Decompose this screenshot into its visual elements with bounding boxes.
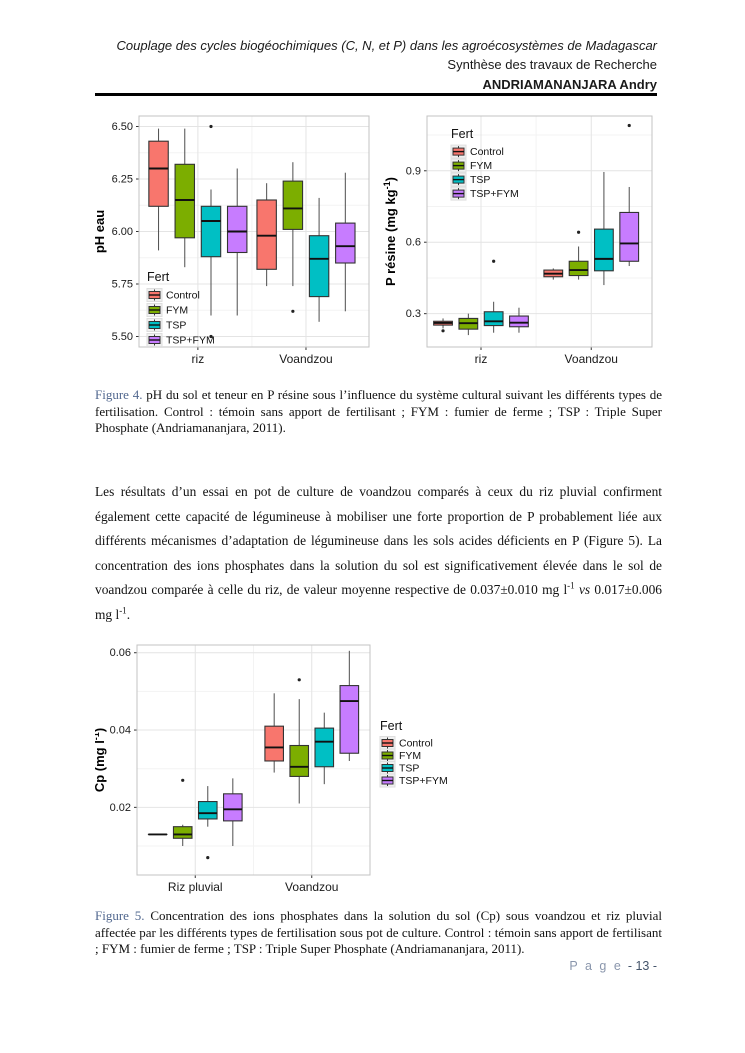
footer-page-number: - 13 - [627,959,657,973]
svg-text:Control: Control [399,738,433,750]
svg-text:Fert: Fert [451,127,474,141]
svg-text:0.04: 0.04 [110,725,131,737]
chart-cp: 0.02 0.04 0.06 Riz pluvial Voandzou Cp (mg l-… [95,633,447,901]
svg-text:riz: riz [192,352,205,366]
svg-text:TSP: TSP [166,320,186,332]
svg-text:Fert: Fert [380,719,403,733]
svg-text:FYM: FYM [166,305,188,317]
svg-text:TSP: TSP [470,174,490,186]
svg-text:Voandzou: Voandzou [565,352,618,366]
legend-ph-eau: Fert Control FYM TSP TSP+FYM [146,270,215,347]
boxplot-svg-p-resine: 0.3 0.6 0.9 riz Voandzou P résine (mg kg-1) Fe… [383,115,653,366]
svg-text:TSP+FYM: TSP+FYM [166,335,215,347]
figure5-label: Figure 5. [95,908,145,923]
svg-text:Voandzou: Voandzou [285,880,338,894]
header-author: ANDRIAMANANJARA Andry [482,76,657,92]
header-title: Couplage des cycles biogéochimiques (C, … [116,38,658,53]
svg-text:6.50: 6.50 [112,121,133,133]
figure4-caption: Figure 4. pH du sol et teneur en P résin… [95,387,662,437]
svg-text:Fert: Fert [147,270,170,284]
figure4-text: pH du sol et teneur en P résine sous l’i… [95,387,662,436]
boxplot-svg-cp: 0.02 0.04 0.06 Riz pluvial Voandzou Cp (mg l-… [95,644,447,894]
page-header: Couplage des cycles biogéochimiques (C, … [95,36,658,94]
svg-text:0.02: 0.02 [110,802,131,814]
svg-text:pH eau: pH eau [95,210,107,253]
svg-text:5.50: 5.50 [112,331,133,343]
boxplot-svg-ph-eau: 5.50 5.75 6.00 6.25 6.50 riz Voandzou pH eau Fer… [95,115,370,366]
page-footer: P a g e - 13 - [95,959,657,973]
svg-text:TSP+FYM: TSP+FYM [399,775,447,787]
svg-text:FYM: FYM [399,750,421,762]
header-subtitle: Synthèse des travaux de Recherche [447,57,657,73]
svg-text:Voandzou: Voandzou [279,352,332,366]
paragraph-period: . [126,606,131,622]
chart-p-resine: 0.3 0.6 0.9 riz Voandzou P résine (mg kg-1) Fe… [383,109,660,373]
svg-text:Riz pluvial: Riz pluvial [168,880,223,894]
svg-text:0.6: 0.6 [406,237,421,249]
svg-text:6.00: 6.00 [112,226,133,238]
chart-ph-eau: 5.50 5.75 6.00 6.25 6.50 riz Voandzou pH eau Fer… [95,109,378,373]
paragraph-text-2: 0.017±0.006 mg l [95,582,662,622]
footer-page-word: P a g e [569,959,623,973]
svg-text:0.06: 0.06 [110,647,131,659]
svg-text:TSP: TSP [399,763,419,775]
svg-text:0.3: 0.3 [406,308,421,320]
vs-italic: vs [578,582,591,598]
svg-text:TSP+FYM: TSP+FYM [470,188,519,200]
figure4-label: Figure 4. [95,387,143,402]
svg-text:Control: Control [470,146,504,158]
svg-text:riz: riz [475,352,488,366]
legend-p-resine: Fert Control FYM TSP TSP+FYM [450,127,519,201]
svg-text:P résine (mg kg-1): P résine (mg kg-1) [383,177,398,286]
figure5-text: Concentration des ions phosphates dans l… [95,908,662,957]
svg-text:6.25: 6.25 [112,174,133,186]
superscript-exponent: -1 [567,580,575,591]
figure5-caption: Figure 5. Concentration des ions phospha… [95,908,662,958]
body-paragraph: Les résultats d’un essai en pot de cultu… [95,480,662,628]
header-rule [95,93,657,96]
svg-text:5.75: 5.75 [112,279,133,291]
svg-text:Control: Control [166,290,200,302]
superscript-exponent-2: -1 [119,605,127,616]
svg-text:0.9: 0.9 [406,165,421,177]
svg-text:Cp (mg l-1): Cp (mg l-1) [95,728,107,792]
svg-text:FYM: FYM [470,160,492,172]
paragraph-text: Les résultats d’un essai en pot de cultu… [95,484,662,598]
